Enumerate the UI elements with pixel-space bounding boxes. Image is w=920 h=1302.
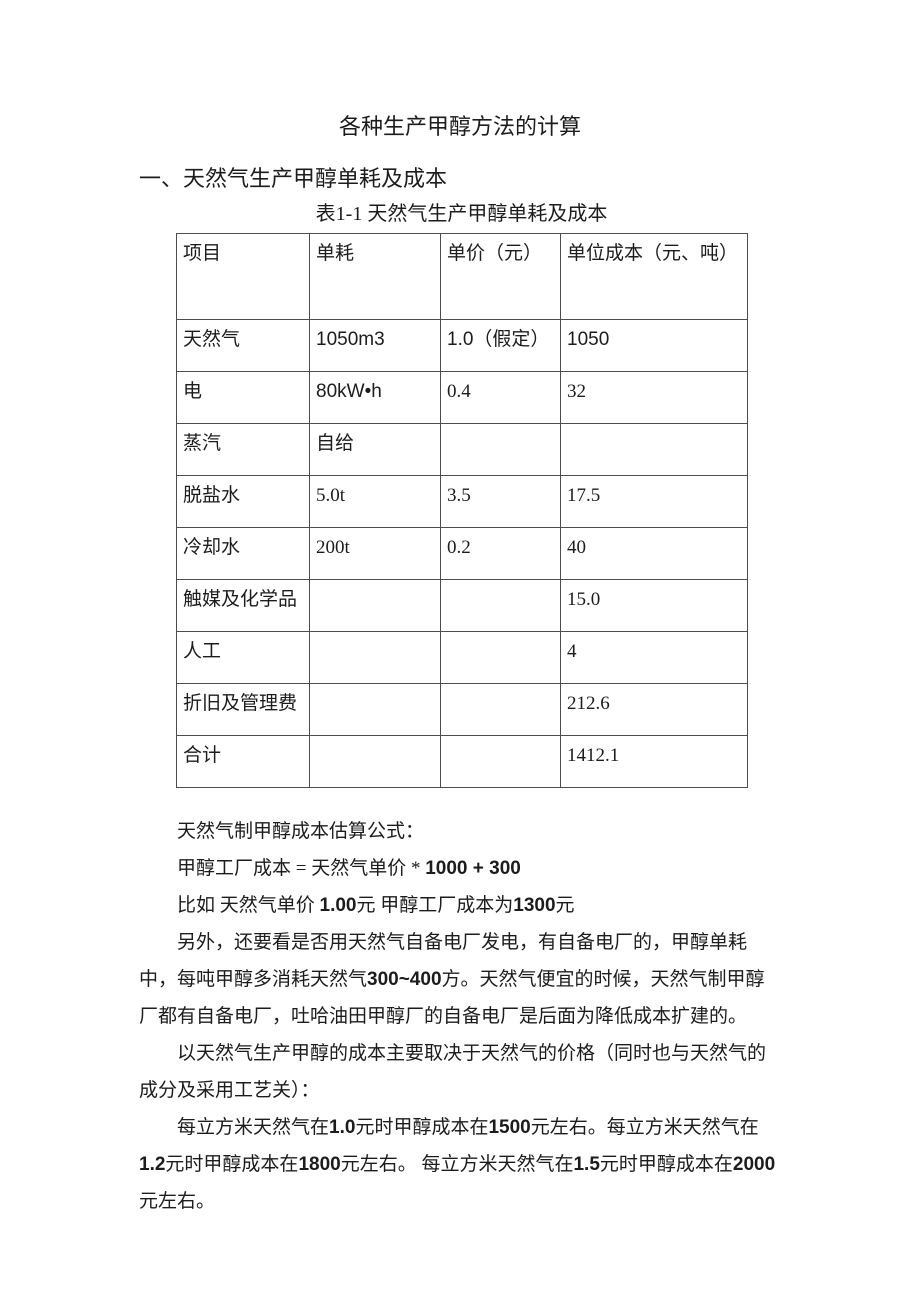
cost-table: 项目 单耗 单价（元） 单位成本（元、吨） 天然气 1050m3 1.0（假定） 1050 电 8… [176,233,748,788]
paragraph-text: 天然气制甲醇成本估算公式： [177,821,425,842]
paragraph-text: 另外，还要看是否用天然气自备电厂发电，有自备电厂的，甲醇单耗中，每吨甲醇多消耗天… [139,932,748,990]
paragraph-text: 元左右。 每立方米天然气在 [340,1154,574,1175]
table-header-cell: 单耗 [309,233,441,320]
table-row: 触媒及化学品 15.0 [176,579,748,632]
paragraph-text: 甲醇工厂成本 = 天然气单价 * [177,858,426,879]
table-cell: 0.2 [440,527,561,580]
paragraph-number-text: 1.0 [329,1117,356,1138]
table-cell: 合计 [176,735,310,788]
table-cell [309,683,441,736]
table-cell: 触媒及化学品 [176,579,310,632]
table-cell: 3.5 [440,475,561,528]
table-cell [440,631,561,684]
table-cell [309,579,441,632]
table-cell [440,735,561,788]
paragraph-text: 比如 天然气单价 [177,895,320,916]
section-heading: 一、天然气生产甲醇单耗及成本 [139,166,448,191]
table-cell [440,579,561,632]
paragraph-text: 元 甲醇工厂成本为 [356,895,514,916]
paragraph-text: 元左右。 [139,1191,216,1212]
table-cell: 17.5 [560,475,748,528]
table-cell: 200t [309,527,441,580]
table-cell: 脱盐水 [176,475,310,528]
table-row: 电 80kW•h 0.4 32 [176,371,748,424]
cost-table-body: 项目 单耗 单价（元） 单位成本（元、吨） 天然气 1050m3 1.0（假定） 1050 电 8… [176,233,748,788]
paragraph-text: 元时甲醇成本在 [165,1154,299,1175]
table-header-cell: 项目 [176,233,310,320]
table-row: 天然气 1050m3 1.0（假定） 1050 [176,319,748,372]
table-cell: 1050m3 [309,319,441,372]
table-row: 合计 1412.1 [176,735,748,788]
body-paragraphs: 天然气制甲醇成本估算公式： 甲醇工厂成本 = 天然气单价 * 1000 + 300… [139,813,781,1220]
table-cell: 天然气 [176,319,310,372]
table-cell: 蒸汽 [176,423,310,476]
paragraph-number-text: 300~400 [367,969,442,990]
table-cell: 自给 [309,423,441,476]
paragraph: 天然气制甲醇成本估算公式： [139,813,781,850]
table-row: 折旧及管理费 212.6 [176,683,748,736]
table-cell: 1412.1 [560,735,748,788]
paragraph-text: 元时甲醇成本在 [599,1154,733,1175]
table-caption: 表1-1 天然气生产甲醇单耗及成本 [315,203,608,225]
paragraph-text: 元 [555,895,575,916]
table-header-row: 项目 单耗 单价（元） 单位成本（元、吨） [176,233,748,320]
paragraph-text: 元时甲醇成本在 [355,1117,489,1138]
table-header-cell: 单价（元） [440,233,561,320]
table-row: 蒸汽 自给 [176,423,748,476]
paragraph-number-text: 1.2 [139,1154,166,1175]
paragraph: 以天然气生产甲醇的成本主要取决于天然气的价格（同时也与天然气的成分及采用工艺关）… [139,1035,781,1109]
paragraph-text: 每立方米天然气在 [177,1117,330,1138]
paragraph-text: 以天然气生产甲醇的成本主要取决于天然气的价格（同时也与天然气的成分及采用工艺关）… [139,1043,767,1101]
table-row: 脱盐水 5.0t 3.5 17.5 [176,475,748,528]
table-cell: 1.0（假定） [440,319,561,372]
table-cell: 15.0 [560,579,748,632]
paragraph-number-text: 2000 [732,1154,776,1175]
paragraph: 另外，还要看是否用天然气自备电厂发电，有自备电厂的，甲醇单耗中，每吨甲醇多消耗天… [139,924,781,1035]
paragraph-number-text: 1300 [513,895,556,916]
table-cell: 0.4 [440,371,561,424]
table-cell [440,683,561,736]
paragraph-number-text: 1.00 [319,895,357,916]
table-cell: 5.0t [309,475,441,528]
paragraph-number-text: 1000 + 300 [425,858,521,879]
table-cell: 电 [176,371,310,424]
table-header-cell: 单位成本（元、吨） [560,233,748,320]
paragraph-text: 元左右。每立方米天然气在 [530,1117,759,1138]
paragraph-number-text: 1.5 [573,1154,600,1175]
table-cell [309,735,441,788]
table-cell: 32 [560,371,748,424]
table-row: 人工 4 [176,631,748,684]
table-cell: 冷却水 [176,527,310,580]
table-cell: 40 [560,527,748,580]
paragraph: 比如 天然气单价 1.00元 甲醇工厂成本为1300元 [139,887,781,924]
paragraph-text: 方。天然气便宜的时候，天然气制甲醇厂都有自备电厂，吐哈油田甲醇厂的自备电厂是后面… [139,969,765,1027]
table-cell [440,423,561,476]
paragraph: 每立方米天然气在1.0元时甲醇成本在1500元左右。每立方米天然气在1.2元时甲… [139,1109,781,1220]
table-cell: 1050 [560,319,748,372]
table-row: 冷却水 200t 0.2 40 [176,527,748,580]
table-cell [309,631,441,684]
table-cell: 80kW•h [309,371,441,424]
table-cell: 人工 [176,631,310,684]
document-title: 各种生产甲醇方法的计算 [338,114,581,139]
table-cell: 4 [560,631,748,684]
paragraph-number-text: 1500 [488,1117,531,1138]
table-cell: 212.6 [560,683,748,736]
paragraph-number-text: 1800 [298,1154,341,1175]
table-cell: 折旧及管理费 [176,683,310,736]
table-cell [560,423,748,476]
paragraph: 甲醇工厂成本 = 天然气单价 * 1000 + 300 [139,850,781,887]
